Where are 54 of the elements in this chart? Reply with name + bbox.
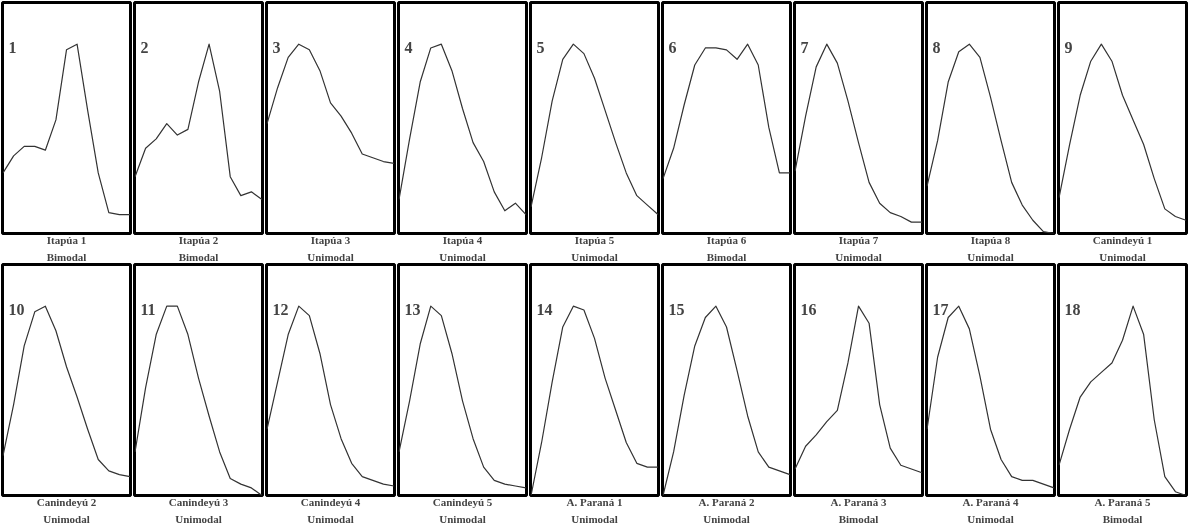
text: Bimodal: [178, 250, 219, 263]
x-axis-title: Canindeyú 2: [36, 495, 97, 508]
chart-title: 8: [932, 38, 941, 56]
text: Unimodal: [571, 512, 618, 525]
text: Unimodal: [439, 512, 486, 525]
chart-title: 7: [800, 38, 809, 56]
x-axis-title: A. Paraná 1: [566, 495, 623, 508]
text: Unimodal: [835, 250, 882, 263]
x-axis-title: Itapúa 6: [706, 233, 747, 246]
text: Unimodal: [967, 512, 1014, 525]
chart-title: 10: [8, 300, 25, 318]
x-axis-title: Itapúa 4: [442, 233, 483, 246]
text: Bimodal: [706, 250, 747, 263]
text: Unimodal: [703, 512, 750, 525]
text: Unimodal: [571, 250, 618, 263]
chart-title: 14: [536, 300, 553, 318]
chart-title: 4: [404, 38, 413, 56]
chart-title: 15: [668, 300, 685, 318]
x-axis-title: A. Paraná 4: [962, 495, 1019, 508]
chart-title: 12: [272, 300, 289, 318]
x-axis-title: Itapúa 8: [970, 233, 1011, 246]
chart-title: 9: [1064, 38, 1073, 56]
x-axis-title: Itapúa 1: [46, 233, 87, 246]
chart-title: 6: [668, 38, 677, 56]
x-axis-title: Canindeyú 3: [168, 495, 229, 508]
chart-title: 13: [404, 300, 421, 318]
x-axis-title: A. Paraná 3: [830, 495, 887, 508]
x-axis-title: Itapúa 3: [310, 233, 351, 246]
chart-title: 18: [1064, 300, 1081, 318]
text: Unimodal: [967, 250, 1014, 263]
chart-title: 11: [140, 300, 156, 318]
x-axis-title: Itapúa 7: [838, 233, 879, 246]
chart-title: 3: [272, 38, 281, 56]
text: Unimodal: [439, 250, 486, 263]
chart-title: 5: [536, 38, 545, 56]
text: Bimodal: [46, 250, 87, 263]
x-axis-title: Canindeyú 1: [1092, 233, 1153, 246]
x-axis-title: Canindeyú 5: [432, 495, 493, 508]
chart-title: 2: [140, 38, 149, 56]
text: Unimodal: [175, 512, 222, 525]
text: Unimodal: [43, 512, 90, 525]
text: Bimodal: [838, 512, 879, 525]
text: Bimodal: [1102, 512, 1143, 525]
text: Unimodal: [307, 250, 354, 263]
x-axis-title: A. Paraná 5: [1094, 495, 1151, 508]
chart-title: 17: [932, 300, 949, 318]
chart-title: 16: [800, 300, 817, 318]
text: Unimodal: [307, 512, 354, 525]
x-axis-title: Itapúa 2: [178, 233, 219, 246]
chart-title: 1: [8, 38, 17, 56]
x-axis-title: Itapúa 5: [574, 233, 615, 246]
text: Unimodal: [1099, 250, 1146, 263]
x-axis-title: A. Paraná 2: [698, 495, 755, 508]
x-axis-title: Canindeyú 4: [300, 495, 361, 508]
